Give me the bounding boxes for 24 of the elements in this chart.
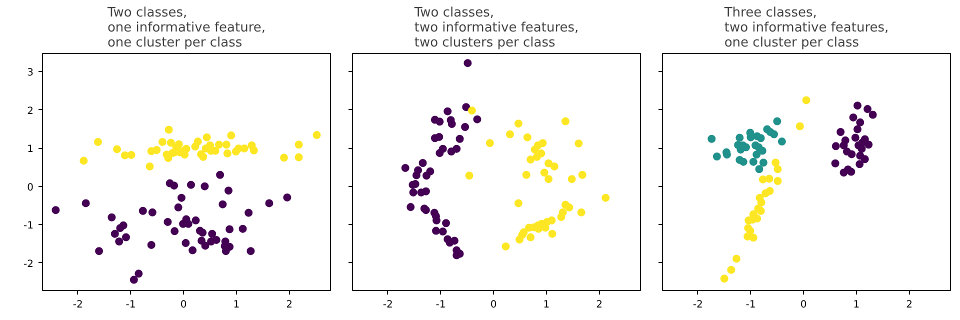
y-tick-label: -1: [24, 220, 34, 232]
x-tick-label: -2: [72, 300, 83, 310]
x-tick-label: 1: [543, 300, 550, 310]
x-tick-label: 2: [906, 300, 912, 310]
x-tick-label: 0: [490, 300, 497, 310]
x-tick-label: 1: [853, 300, 860, 310]
x-tick-label: 1: [233, 300, 240, 310]
y-tick-label: 2: [27, 106, 34, 117]
x-tick-label: -2: [692, 300, 703, 310]
x-tick-label: 0: [800, 300, 807, 310]
y-tick-label: -2: [24, 258, 34, 270]
x-tick-label: 0: [180, 300, 187, 310]
y-tick-label: 0: [27, 182, 34, 194]
y-tick-label: 1: [27, 144, 34, 156]
y-tick-label: 3: [27, 67, 34, 78]
x-tick-label: -1: [126, 300, 136, 310]
x-tick-label: -1: [746, 300, 756, 310]
x-tick-label: -2: [382, 300, 393, 310]
x-tick-label: 2: [286, 300, 292, 310]
x-tick-label: 2: [596, 300, 602, 310]
chart-title: Three classes, two informative features, one cluster per class: [723, 6, 889, 50]
chart-title: Two classes, one informative feature, one cluster per class: [106, 6, 266, 50]
x-tick-label: -1: [436, 300, 446, 310]
chart-title: Two classes, two informative features, two clusters per class: [413, 6, 579, 50]
